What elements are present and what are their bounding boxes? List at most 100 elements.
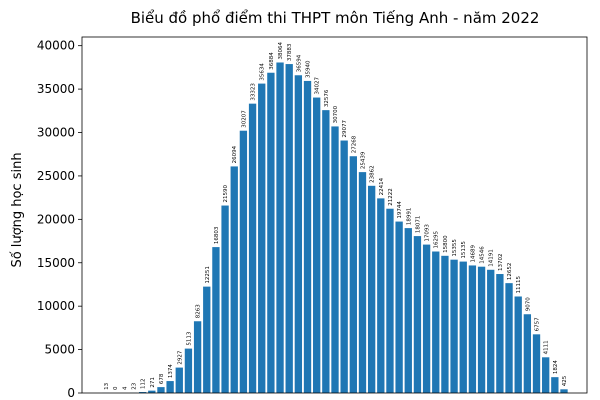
bar [459,261,467,393]
data-label: 27268 [351,135,357,153]
data-label: 30700 [333,105,339,123]
data-label: 0 [113,386,119,390]
bar [322,110,330,394]
bar [221,205,229,393]
data-label: 15135 [461,241,467,259]
bar [267,72,275,394]
data-label: 13 [104,382,110,389]
data-label: 35634 [260,63,266,81]
bar [230,166,238,393]
data-label: 15800 [443,235,449,253]
data-label: 2927 [177,350,183,364]
bar [331,126,339,393]
data-label: 9070 [525,297,531,311]
y-tick-label: 5000 [44,343,75,357]
bar [477,266,486,393]
data-label: 22414 [379,177,385,195]
bar [313,97,321,393]
data-label: 35940 [306,60,312,78]
data-label: 16803 [214,226,220,244]
bar [514,296,522,393]
data-label: 21222 [388,188,394,206]
bar [248,103,257,394]
bar [294,75,303,394]
data-label: 21590 [223,185,229,203]
bar [413,236,422,393]
data-label: 38064 [278,41,284,59]
y-tick-label: 40000 [37,39,75,53]
data-label: 32576 [324,89,330,107]
data-label: 14546 [480,246,486,264]
data-label: 425 [562,375,568,386]
data-label: 5113 [186,331,192,345]
bar [395,221,403,393]
data-label: 23 [131,382,137,389]
data-label: 18991 [406,208,412,226]
bar [551,377,559,393]
bar [184,348,193,393]
bar [367,185,376,393]
data-label: 36594 [296,54,302,72]
data-label: 271 [150,377,156,388]
data-label: 1374 [168,364,174,378]
bar [422,244,431,393]
data-label: 13702 [498,254,504,272]
data-label: 19744 [397,201,403,219]
data-label: 16295 [434,231,440,249]
bar [193,321,202,393]
bar [404,228,412,393]
data-label: 6757 [535,317,541,331]
bar [358,172,367,393]
bar [377,198,385,393]
bar [175,367,183,393]
data-label: 17093 [425,224,431,242]
bar [340,140,348,393]
bar [285,64,293,393]
bar [258,83,266,393]
data-label: 12251 [205,266,211,284]
data-label: 29077 [342,120,348,138]
y-tick-label: 10000 [37,299,75,313]
y-axis-ticks: 0 5000 10000 15000 20000 25000 30000 35000 40000 [37,39,82,400]
y-tick-label: 20000 [37,212,75,226]
bar [303,80,312,393]
data-label: 14689 [470,244,476,262]
bar [560,389,568,393]
bar [203,286,211,393]
bar [138,392,147,393]
bar [505,283,513,393]
data-label: 30207 [241,110,247,128]
data-label: 678 [159,373,165,384]
data-label: 33323 [251,83,257,101]
bar [349,156,357,393]
data-label: 25439 [360,151,366,169]
data-label: 8263 [196,304,202,318]
bar [212,247,220,393]
bar [276,62,284,393]
data-label: 36884 [269,52,275,70]
y-tick-label: 0 [67,386,75,400]
data-label: 1824 [553,360,559,374]
data-label: 23862 [370,165,376,183]
data-label: 26094 [232,145,238,163]
bar [487,269,495,393]
data-label: 37883 [287,43,293,61]
data-label: 11115 [516,275,522,293]
chart-title: Biểu đồ phổ điểm thi THPT môn Tiếng Anh … [131,9,540,27]
plot-frame [81,36,588,394]
bars [102,62,568,394]
y-tick-label: 35000 [37,82,75,96]
data-label: 4 [122,386,128,390]
bar [523,314,532,393]
data-label: 4111 [544,340,550,354]
data-label: 18071 [415,216,421,234]
bar [386,208,394,393]
bar [157,387,165,393]
bar [148,390,156,393]
bar [432,251,440,393]
data-label: 34027 [315,77,321,95]
data-label: 12652 [507,263,513,281]
bar [450,259,458,393]
bar [239,130,248,393]
